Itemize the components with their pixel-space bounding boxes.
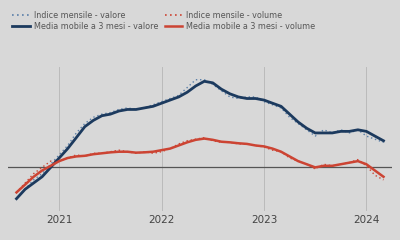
Legend: Indice mensile - valore, Media mobile a 3 mesi - valore, Indice mensile - volume: Indice mensile - valore, Media mobile a … (12, 11, 316, 31)
